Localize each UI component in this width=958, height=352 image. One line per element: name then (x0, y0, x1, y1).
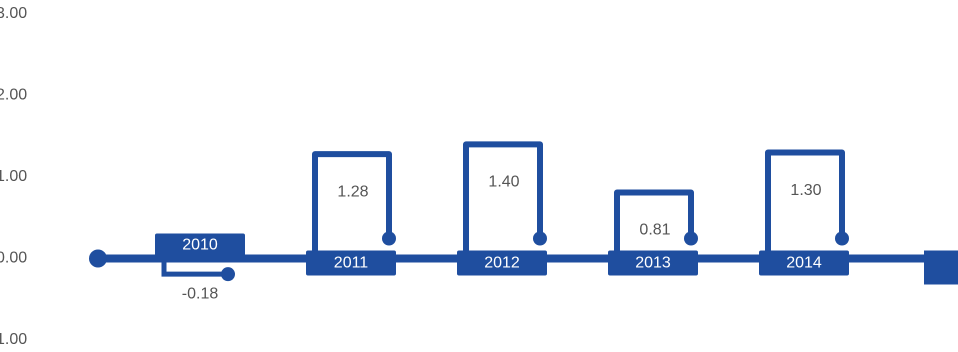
x-tick-label: 2013 (635, 255, 671, 272)
bar-dot (835, 231, 849, 246)
y-tick-label: 3.00 (0, 5, 27, 22)
value-label: 1.28 (337, 183, 368, 200)
bar (765, 149, 845, 259)
baseline-end (924, 250, 958, 285)
baseline-dot (89, 249, 107, 268)
year-box (306, 250, 396, 276)
x-tick-label: 2014 (786, 255, 822, 272)
bar (312, 151, 392, 259)
bar-dot (221, 267, 235, 282)
year-box (155, 233, 245, 258)
year-box (457, 250, 547, 276)
bar (614, 189, 694, 259)
bar (161, 258, 228, 277)
value-label: 1.30 (790, 182, 821, 199)
year-box (608, 250, 698, 276)
value-label: 1.40 (488, 174, 519, 191)
value-label: 0.81 (639, 222, 670, 239)
value-label: -0.18 (182, 285, 219, 302)
x-tick-label: 2012 (484, 255, 520, 272)
y-tick-label: 1.00 (0, 168, 27, 185)
x-tick-label: 2010 (182, 237, 218, 254)
bar-dot (684, 231, 698, 246)
y-tick-label: 2.00 (0, 87, 27, 104)
bar (463, 141, 543, 259)
y-tick-label: 0.00 (0, 250, 27, 267)
y-tick-label: 1.00 (0, 331, 27, 348)
x-tick-label: 2011 (334, 255, 369, 272)
year-box (759, 250, 849, 276)
bar-dot (533, 231, 547, 246)
bar-dot (382, 231, 396, 246)
